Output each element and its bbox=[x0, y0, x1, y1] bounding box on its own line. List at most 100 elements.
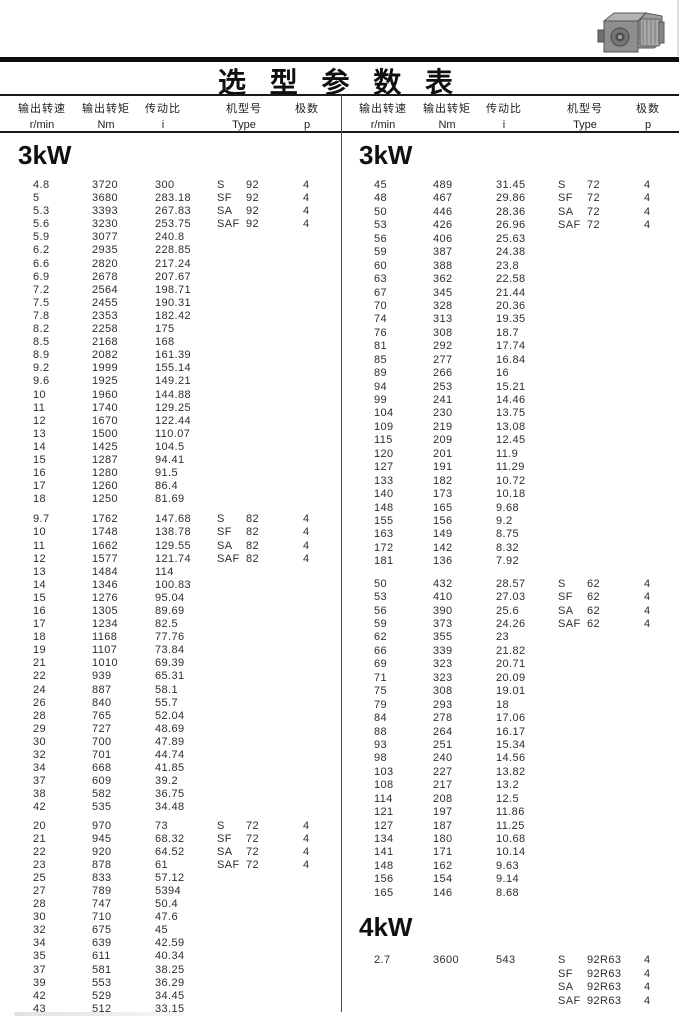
cell-type-size bbox=[246, 736, 303, 749]
cell-poles bbox=[644, 394, 678, 407]
table-row: 62 355 23 bbox=[341, 631, 679, 644]
table-row: 60 388 23.8 bbox=[341, 260, 679, 273]
cell-type-prefix: S bbox=[558, 577, 566, 590]
cell-type-size bbox=[246, 579, 303, 592]
cell-output-speed: 37 bbox=[33, 963, 47, 976]
header-label: 输出转矩 bbox=[423, 103, 471, 115]
cell-type-size bbox=[587, 340, 644, 353]
table-row: 93 251 15.34 bbox=[341, 739, 679, 752]
table-row: 7.2 2564 198.71 bbox=[0, 284, 341, 297]
cell-output-torque: 1748 bbox=[92, 526, 119, 539]
cell-type-prefix: SF bbox=[558, 967, 573, 980]
cell-ratio: 9.14 bbox=[496, 873, 520, 886]
cell-type-prefix bbox=[217, 644, 246, 657]
cell-poles bbox=[303, 336, 337, 349]
cell-poles: 4 bbox=[303, 205, 310, 218]
table-row: SA 92R63 4 bbox=[341, 981, 679, 994]
cell-output-torque: 355 bbox=[433, 631, 453, 644]
cell-poles bbox=[644, 367, 678, 380]
gearmotor-photo-graphic bbox=[597, 12, 665, 53]
cell-output-torque: 251 bbox=[433, 738, 453, 751]
cell-output-speed: 11 bbox=[33, 401, 46, 414]
cell-poles: 4 bbox=[644, 577, 651, 590]
cell-output-speed bbox=[374, 995, 433, 1008]
cell-type-prefix bbox=[217, 898, 246, 911]
cell-output-speed: 141 bbox=[374, 846, 394, 859]
cell-type-prefix bbox=[217, 710, 246, 723]
cell-output-speed: 14 bbox=[33, 578, 47, 591]
page-title: 选 型 参 数 表 bbox=[217, 67, 462, 98]
cell-output-speed: 5.6 bbox=[33, 218, 50, 231]
cell-type-prefix bbox=[217, 428, 246, 441]
cell-poles bbox=[644, 475, 678, 488]
cell-poles bbox=[644, 860, 678, 873]
cell-output-speed: 10 bbox=[33, 526, 47, 539]
cell-type-prefix bbox=[558, 658, 587, 671]
cell-output-torque: 887 bbox=[92, 683, 112, 696]
cell-ratio: 16 bbox=[496, 367, 510, 380]
table-row: 42 529 34.45 bbox=[0, 990, 341, 1003]
cell-output-speed: 8.2 bbox=[33, 323, 50, 336]
cell-ratio: 24.26 bbox=[496, 618, 526, 630]
cell-output-speed: 9.7 bbox=[33, 513, 50, 526]
cell-output-torque: 292 bbox=[433, 340, 453, 353]
cell-output-torque: 253 bbox=[433, 380, 453, 393]
top-thick-rule bbox=[0, 57, 679, 62]
cell-output-speed: 13 bbox=[33, 427, 47, 440]
cell-output-torque: 264 bbox=[433, 725, 453, 738]
cell-output-torque: 293 bbox=[433, 698, 453, 711]
cell-output-speed: 165 bbox=[374, 886, 394, 899]
cell-output-torque: 727 bbox=[92, 722, 112, 735]
cell-type-prefix bbox=[558, 726, 587, 739]
cell-output-torque: 3680 bbox=[92, 192, 119, 205]
cell-poles bbox=[303, 885, 337, 898]
cell-ratio: 48.69 bbox=[155, 722, 185, 735]
cell-type-prefix bbox=[558, 502, 587, 515]
cell-output-speed: 21 bbox=[33, 832, 47, 845]
cell-poles bbox=[303, 258, 337, 271]
cell-type-prefix bbox=[558, 860, 587, 873]
cell-poles bbox=[644, 327, 678, 340]
cell-type-prefix: S bbox=[217, 819, 225, 832]
cell-output-speed: 7.5 bbox=[33, 296, 50, 309]
cell-ratio: 34.48 bbox=[155, 801, 185, 814]
cell-output-speed: 17 bbox=[33, 480, 47, 493]
cell-type-size bbox=[246, 950, 303, 963]
cell-ratio: 253.75 bbox=[155, 218, 192, 231]
table-row: 48 467 29.86 SF 72 4 bbox=[341, 192, 679, 205]
cell-output-speed: 84 bbox=[374, 712, 388, 725]
table-row: 7.5 2455 190.31 bbox=[0, 297, 341, 310]
cell-type-prefix bbox=[558, 699, 587, 712]
cell-type-prefix bbox=[558, 313, 587, 326]
cell-poles bbox=[644, 806, 678, 819]
cell-type-size bbox=[587, 833, 644, 846]
table-row: 59 373 24.26 SAF 62 4 bbox=[341, 618, 679, 631]
header-col: 输出转速 r/min bbox=[18, 100, 66, 131]
table-column-right: 3kW 45 489 31.45 S 72 4 48 467 29.86 SF 72 4 50 446 28.… bbox=[341, 135, 679, 1008]
cell-type-prefix bbox=[217, 670, 246, 683]
cell-type-prefix bbox=[217, 297, 246, 310]
cell-output-speed: 29 bbox=[33, 722, 47, 735]
cell-ratio: 7.92 bbox=[496, 555, 520, 568]
cell-output-torque: 165 bbox=[433, 501, 453, 514]
cell-output-speed: 99 bbox=[374, 394, 388, 406]
cell-type-size bbox=[246, 684, 303, 697]
table-row: 10 1960 144.88 bbox=[0, 389, 341, 402]
cell-ratio: 13.2 bbox=[496, 779, 520, 792]
table-row: 5 3680 283.18 SF 92 4 bbox=[0, 192, 341, 205]
cell-type-size: 62 bbox=[587, 577, 601, 590]
cell-output-speed: 37 bbox=[33, 775, 47, 788]
cell-poles: 4 bbox=[644, 604, 651, 617]
power-heading: 3kW bbox=[359, 140, 413, 170]
cell-ratio: 20.36 bbox=[496, 299, 526, 312]
cell-output-torque: 278 bbox=[433, 712, 453, 725]
cell-type-size bbox=[246, 375, 303, 388]
table-row: 28 765 52.04 bbox=[0, 710, 341, 723]
cell-ratio: 38.25 bbox=[155, 963, 185, 976]
cell-output-speed: 94 bbox=[374, 380, 388, 393]
table-row: 155 156 9.2 bbox=[341, 515, 679, 528]
header-unit: i bbox=[161, 119, 165, 131]
cell-poles bbox=[303, 775, 337, 788]
cell-ratio: 26.96 bbox=[496, 219, 526, 232]
header-col: 输出转速 r/min bbox=[359, 100, 407, 131]
